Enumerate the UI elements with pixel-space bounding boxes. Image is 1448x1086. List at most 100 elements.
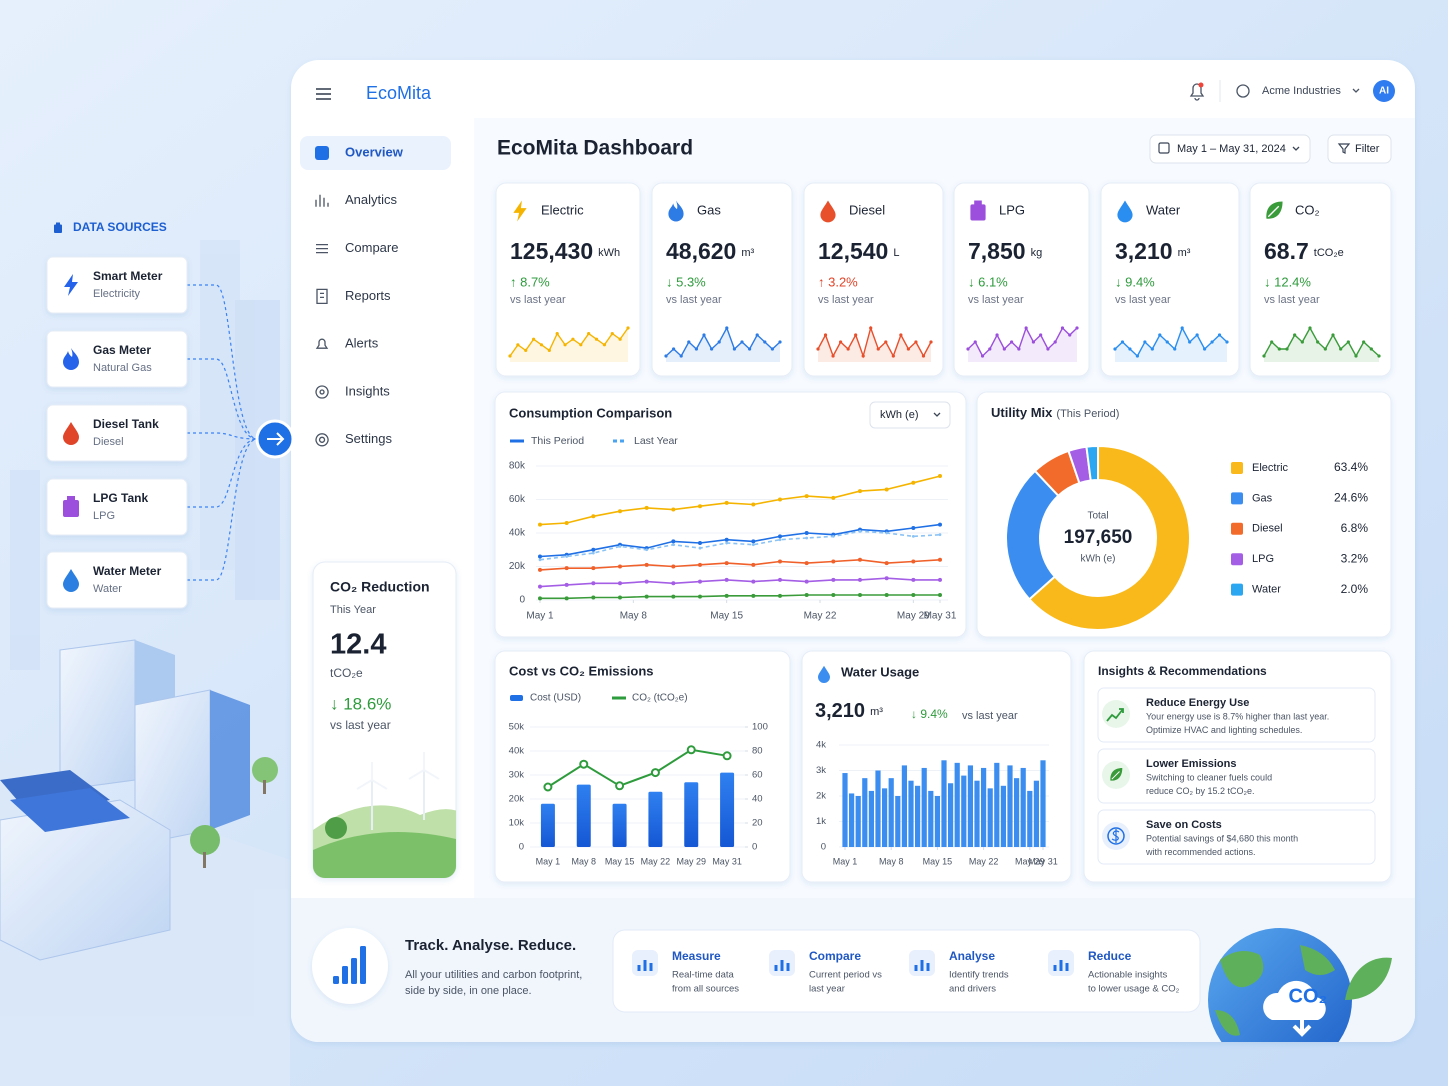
sparkline-point [1369, 347, 1373, 351]
down-arrow [1292, 1012, 1312, 1037]
bar [720, 772, 735, 847]
connector [187, 438, 258, 581]
nav-item[interactable]: Overview [345, 144, 404, 159]
sparkline-point [732, 347, 737, 351]
sparkline-point [1039, 333, 1043, 337]
source-card [46, 404, 188, 462]
series-line [539, 558, 941, 571]
insight-item[interactable] [1097, 809, 1376, 865]
connector [187, 432, 258, 440]
sparkline-point [988, 347, 992, 351]
kpi-value: 12,540 L [818, 238, 899, 264]
nav-item[interactable]: Insights [345, 383, 390, 398]
sparkline-point [839, 340, 843, 344]
nav-item[interactable]: Compare [345, 240, 398, 255]
data-point [884, 592, 889, 597]
cloud [1263, 980, 1326, 1020]
data-point [938, 474, 942, 479]
nav-item[interactable]: Settings [345, 431, 392, 446]
footer-icon-bg [312, 928, 388, 1004]
sparkline [817, 325, 932, 359]
icon [668, 200, 684, 222]
date-picker[interactable] [1149, 134, 1311, 164]
nav-icon [315, 194, 329, 207]
sparkline-point [1046, 347, 1050, 351]
chart-card [494, 650, 791, 883]
avatar[interactable] [1373, 80, 1395, 102]
connector [187, 438, 258, 508]
data-point [938, 557, 942, 562]
feature-title: Reduce [1088, 949, 1132, 963]
sparkline-point [587, 332, 591, 336]
filter-icon [1337, 143, 1351, 154]
sparkline-point [1031, 340, 1035, 344]
avatar-initials: AI [1379, 86, 1389, 97]
data-point [751, 593, 756, 598]
data-point [591, 566, 596, 571]
data-point [884, 487, 889, 492]
insight-item[interactable] [1097, 748, 1376, 804]
sparkline-point [980, 354, 985, 358]
y2-tick-label: 60 [752, 770, 763, 781]
kpi-value-unit: m³ [1178, 247, 1191, 259]
data-point [618, 595, 622, 600]
icon-shape [64, 274, 78, 296]
data-point [564, 520, 569, 525]
data-point [725, 541, 729, 545]
company-selector[interactable]: Acme Industries [1262, 85, 1341, 97]
bar [684, 782, 699, 847]
x-tick-label: May 22 [641, 856, 671, 866]
data-point [724, 561, 729, 566]
sparkline-area [818, 328, 931, 362]
data-point [938, 592, 942, 597]
insight-item[interactable] [1097, 687, 1376, 743]
sparkline-point [921, 354, 926, 358]
sparkline-point [717, 340, 721, 344]
kpi-value: 48,620 m³ [666, 238, 755, 264]
bar [941, 760, 947, 847]
x-tick-label: May 31 [924, 611, 957, 622]
series-line [539, 475, 941, 526]
insight-icon [1106, 708, 1124, 722]
sparkline-point [547, 348, 551, 352]
kpi-card [495, 182, 641, 377]
unit-dropdown[interactable] [869, 401, 951, 429]
calendar-icon [1158, 142, 1170, 154]
bar [948, 783, 954, 847]
globe-illustration: CO₂ [1208, 928, 1392, 1042]
legend-swatch [1231, 522, 1243, 535]
bar [987, 788, 993, 847]
kpi-note: vs last year [510, 294, 566, 306]
sparkline-point [914, 340, 918, 344]
sparkline-point [1180, 326, 1184, 330]
kpi-value-number: 48,620 [666, 238, 736, 264]
x-tick-label: May 29 [897, 611, 930, 622]
water-note: vs last year [962, 710, 1018, 722]
kpi-name: LPG [999, 202, 1025, 217]
sparkline-point [1150, 347, 1154, 351]
footer-icon-bar [333, 976, 339, 984]
icon [1117, 200, 1133, 223]
co2-subtitle: This Year [330, 604, 376, 616]
sparkline [1263, 326, 1380, 358]
sparkline-point [1285, 347, 1289, 351]
y-tick-label: 80k [509, 461, 526, 472]
sparkline-area [968, 328, 1077, 362]
y-tick-label: 30k [509, 770, 525, 781]
sparkline-point [618, 337, 622, 341]
bell-icon[interactable] [1189, 83, 1205, 101]
icon [63, 569, 79, 592]
landscape [313, 752, 456, 878]
data-point [885, 531, 889, 535]
filter-button[interactable] [1327, 134, 1392, 164]
nav-item[interactable]: Analytics [345, 192, 398, 207]
sparkline-point [664, 354, 668, 358]
nav-item[interactable]: Reports [345, 288, 391, 303]
nav-item[interactable]: Alerts [345, 336, 379, 351]
data-point [804, 494, 809, 499]
sparkline-point [1195, 333, 1199, 337]
menu-button[interactable] [316, 88, 331, 100]
data-point [831, 559, 836, 564]
city-illustration [0, 240, 290, 1086]
bar [1020, 767, 1026, 847]
